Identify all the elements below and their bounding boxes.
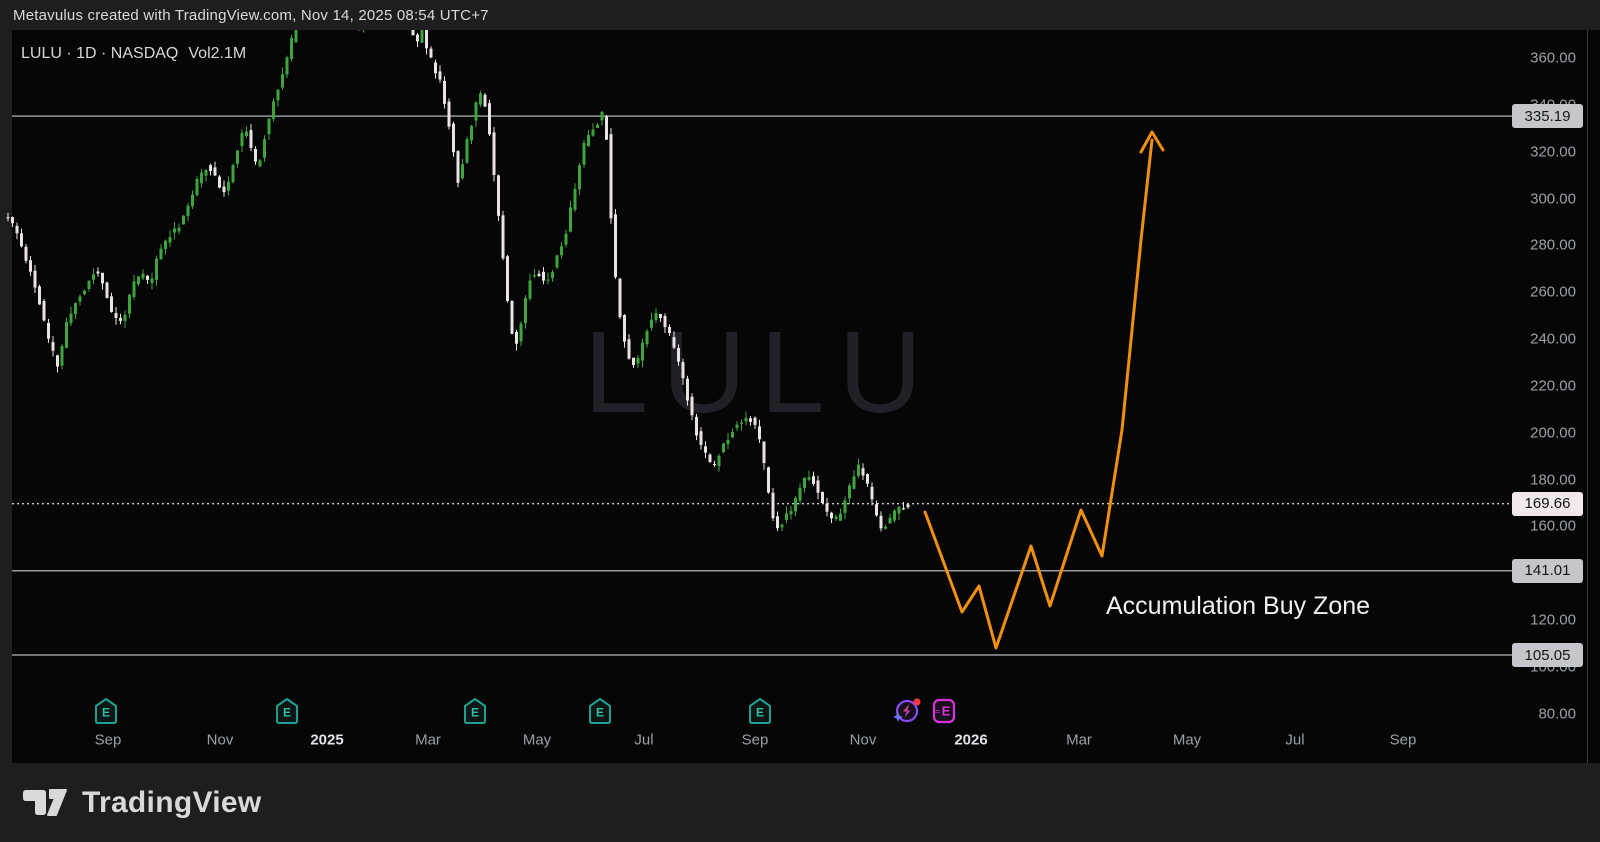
svg-text:E: E: [102, 706, 110, 720]
time-tick-2025: 2025: [310, 731, 344, 749]
tradingview-logo[interactable]: TradingView: [22, 786, 261, 820]
svg-text:E: E: [283, 706, 291, 720]
time-tick-Jul: Jul: [634, 731, 654, 749]
time-tick-Sep: Sep: [1389, 731, 1417, 749]
price-tick-360.00: 360.00: [1530, 49, 1576, 67]
time-tick-Jul: Jul: [1285, 731, 1305, 749]
time-tick-Sep: Sep: [741, 731, 769, 749]
legend-title: LULU · 1D · NASDAQ: [21, 45, 179, 62]
tradingview-logo-text: TradingView: [82, 785, 262, 819]
time-tick-Nov: Nov: [849, 731, 877, 749]
time-tick-2026: 2026: [954, 731, 988, 749]
earnings-marker-icon[interactable]: E: [274, 697, 300, 725]
earnings-marker-icon[interactable]: E: [93, 697, 119, 725]
svg-text:E: E: [471, 706, 479, 720]
ai-streak-icon[interactable]: [889, 694, 923, 728]
price-tick-200.00: 200.00: [1530, 424, 1576, 442]
svg-text:E: E: [756, 706, 764, 720]
level-badge-335.19: 335.19: [1512, 104, 1583, 129]
earnings-estimate-icon[interactable]: ≈ E: [929, 697, 957, 725]
level-badge-105.05: 105.05: [1512, 643, 1583, 667]
time-tick-May: May: [1172, 731, 1202, 749]
attribution-text: Metavulus created with TradingView.com, …: [13, 6, 489, 24]
time-tick-Nov: Nov: [206, 731, 234, 749]
earnings-marker-icon[interactable]: E: [587, 697, 613, 725]
price-tick-300.00: 300.00: [1530, 190, 1576, 208]
price-tick-80.00: 80.00: [1538, 705, 1576, 723]
tradingview-logo-icon: [23, 788, 67, 816]
price-tick-320.00: 320.00: [1530, 143, 1576, 161]
horizontal-price-levels[interactable]: [12, 115, 1512, 656]
price-tick-220.00: 220.00: [1530, 377, 1576, 395]
time-tick-May: May: [522, 731, 552, 749]
footer-bar: TradingView: [0, 763, 1600, 842]
last-price-badge: 169.66: [1512, 491, 1583, 516]
earnings-marker-icon[interactable]: E: [747, 697, 773, 725]
svg-text:E: E: [596, 706, 604, 720]
level-badge-141.01: 141.01: [1512, 558, 1583, 583]
price-tick-280.00: 280.00: [1530, 236, 1576, 254]
price-tick-260.00: 260.00: [1530, 283, 1576, 301]
earnings-marker-icon[interactable]: E: [462, 697, 488, 725]
attribution-bar: Metavulus created with TradingView.com, …: [0, 0, 1600, 30]
price-tick-240.00: 240.00: [1530, 330, 1576, 348]
price-tick-120.00: 120.00: [1530, 611, 1576, 629]
candlestick-series[interactable]: [6, 0, 910, 532]
legend-volume: Vol2.1M: [188, 45, 247, 62]
symbol-legend[interactable]: LULU · 1D · NASDAQ Vol2.1M: [21, 45, 246, 63]
price-tick-180.00: 180.00: [1530, 471, 1576, 488]
time-tick-Mar: Mar: [1066, 731, 1092, 749]
svg-text:E: E: [942, 704, 951, 719]
projection-arrow[interactable]: [923, 130, 1165, 650]
price-tick-160.00: 160.00: [1530, 517, 1576, 535]
time-tick-Sep: Sep: [94, 731, 122, 749]
chart-left-margin: [0, 30, 12, 763]
svg-text:≈: ≈: [935, 707, 940, 717]
accumulation-zone-label: Accumulation Buy Zone: [1106, 592, 1371, 620]
time-tick-Mar: Mar: [415, 731, 441, 749]
